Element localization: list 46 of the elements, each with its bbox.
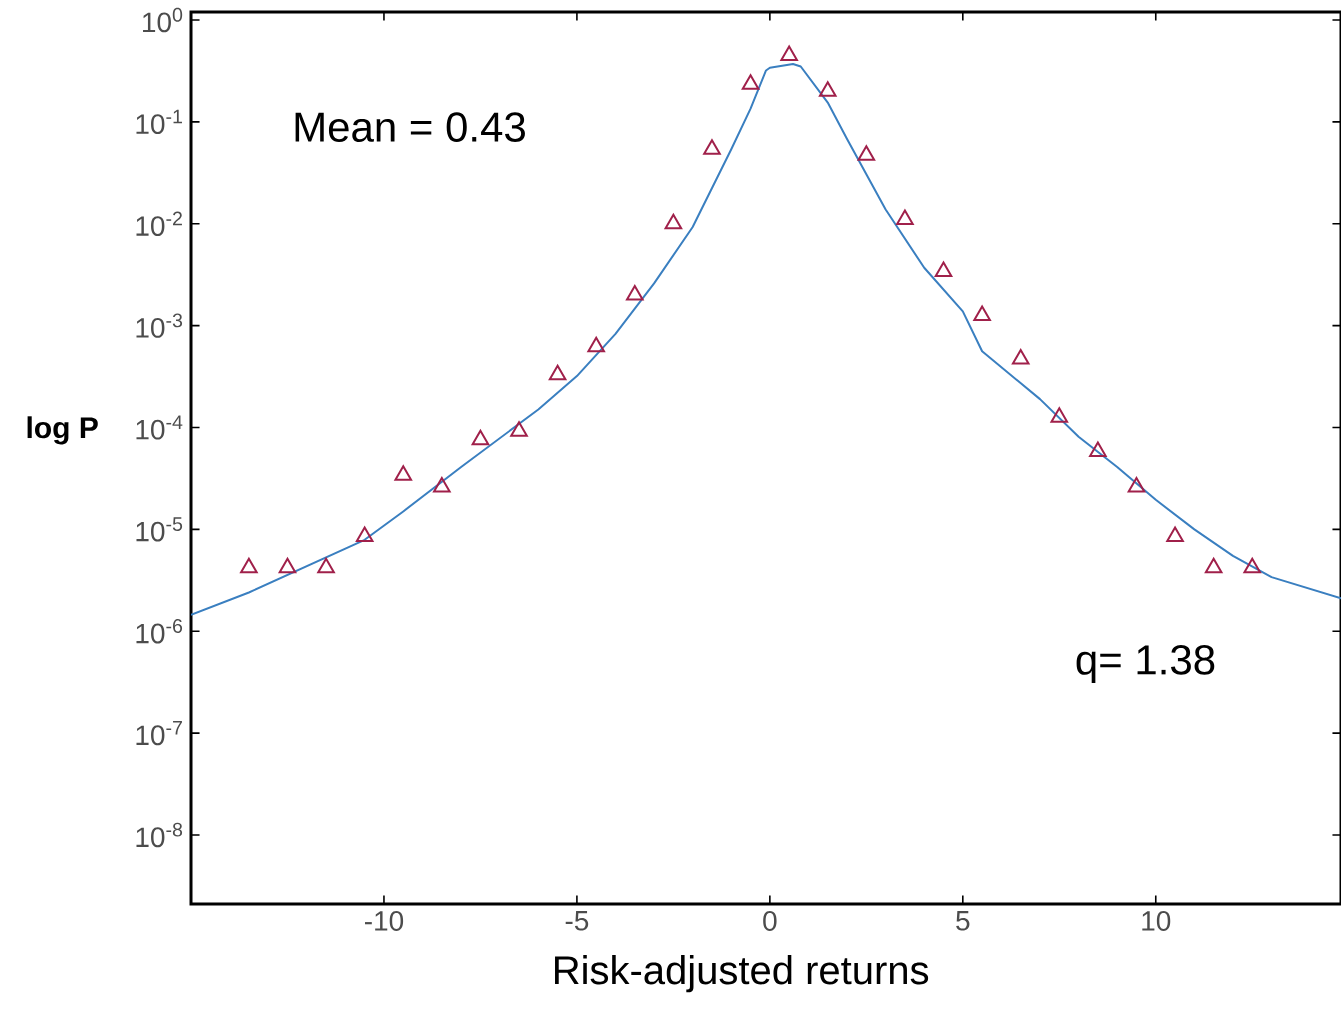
- y-tick-label: 10$^{-8}$: [136, 822, 183, 848]
- point: [317, 557, 335, 574]
- x-tick-label: 10: [1142, 911, 1171, 931]
- y-tick-label: 10$^{0}$: [143, 7, 183, 33]
- point: [433, 477, 451, 493]
- point: [1050, 407, 1069, 423]
- point: [703, 139, 721, 155]
- y-tick-label: 10$^{-2}$: [136, 211, 182, 236]
- point: [1089, 441, 1107, 458]
- point: [1011, 349, 1030, 365]
- point: [741, 74, 760, 90]
- annotation: q= 1.38: [1076, 645, 1215, 684]
- point: [780, 45, 798, 61]
- point: [587, 336, 605, 353]
- x-tick-label: 5: [956, 911, 970, 931]
- y-tick-label: 10$^{-6}$: [136, 619, 183, 644]
- point: [278, 557, 297, 574]
- point: [1166, 526, 1184, 543]
- point: [240, 557, 258, 574]
- annotation: Mean = 0.43: [295, 112, 525, 142]
- point: [548, 364, 567, 381]
- point: [394, 465, 413, 481]
- point: [973, 305, 991, 321]
- x-tick-label: 0: [763, 911, 777, 931]
- x-tick-label: -10: [364, 911, 404, 931]
- point: [1243, 557, 1262, 574]
- y-axis-title: log P: [27, 416, 98, 445]
- point: [355, 526, 374, 543]
- y-tick-label: 10$^{-5}$: [136, 517, 183, 542]
- point: [1204, 557, 1223, 574]
- point: [626, 284, 644, 301]
- x-axis-title: Risk-adjusted returns: [555, 955, 929, 993]
- point: [664, 213, 683, 230]
- y-tick-label: 10$^{-3}$: [136, 313, 183, 338]
- point: [818, 81, 837, 97]
- y-tick-label: 10$^{-1}$: [136, 109, 182, 135]
- y-tick-label: 10$^{-4}$: [136, 415, 183, 440]
- point: [510, 421, 528, 437]
- x-tick-label: -5: [565, 911, 589, 931]
- point: [471, 429, 490, 446]
- point: [934, 261, 953, 278]
- line-series: [191, 63, 1341, 616]
- point: [857, 145, 876, 161]
- point: [896, 209, 914, 226]
- point: [1127, 477, 1146, 493]
- y-tick-label: 10$^{-7}$: [136, 720, 182, 746]
